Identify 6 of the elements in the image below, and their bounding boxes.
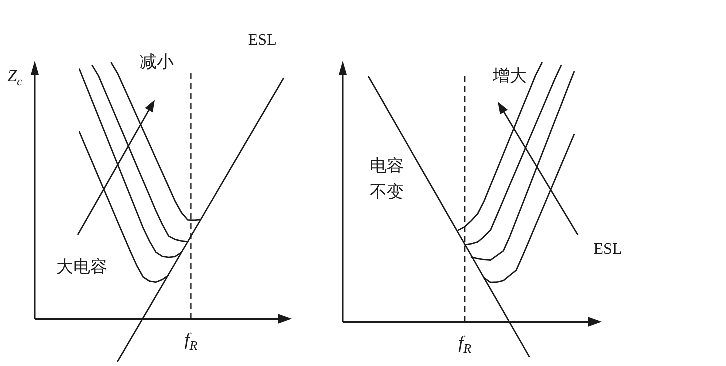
annotation: 减小 <box>140 52 174 72</box>
annotation: 大电容 <box>56 257 108 278</box>
annotation: 电容不变 <box>370 156 404 202</box>
series-label: ESL <box>248 32 277 49</box>
annotation: 增大 <box>492 66 527 86</box>
annotation: ESL <box>594 241 622 258</box>
